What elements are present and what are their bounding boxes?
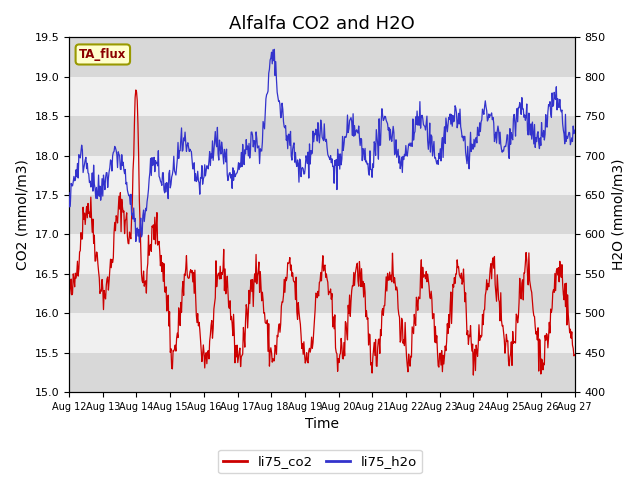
li75_co2 xyxy=(571,352,579,358)
Bar xyxy=(69,195,575,234)
li75_co2 xyxy=(74,273,82,279)
Text: TA_flux: TA_flux xyxy=(79,48,127,61)
X-axis label: Time: Time xyxy=(305,418,339,432)
li75_co2 xyxy=(126,233,134,239)
li75_h2o xyxy=(126,202,134,207)
li75_h2o xyxy=(179,148,186,154)
li75_co2 xyxy=(384,270,392,276)
li75_co2 xyxy=(399,318,406,324)
Bar xyxy=(69,353,575,392)
Y-axis label: H2O (mmol/m3): H2O (mmol/m3) xyxy=(611,159,625,270)
li75_h2o xyxy=(571,127,579,133)
li75_h2o xyxy=(74,175,82,181)
Bar xyxy=(69,313,575,353)
li75_co2 xyxy=(132,87,140,93)
li75_co2 xyxy=(205,356,212,362)
Bar xyxy=(69,37,575,77)
Title: Alfalfa CO2 and H2O: Alfalfa CO2 and H2O xyxy=(229,15,415,33)
Bar xyxy=(69,234,575,274)
Line: li75_co2: li75_co2 xyxy=(69,90,575,375)
Bar xyxy=(69,116,575,156)
Y-axis label: CO2 (mmol/m3): CO2 (mmol/m3) xyxy=(15,159,29,270)
li75_h2o xyxy=(205,158,212,164)
li75_h2o xyxy=(385,127,392,133)
li75_h2o xyxy=(136,240,143,245)
li75_h2o xyxy=(65,190,73,196)
li75_h2o xyxy=(271,47,278,52)
li75_co2 xyxy=(65,284,73,289)
Legend: li75_co2, li75_h2o: li75_co2, li75_h2o xyxy=(218,450,422,473)
Bar xyxy=(69,274,575,313)
Line: li75_h2o: li75_h2o xyxy=(69,49,575,242)
Bar xyxy=(69,156,575,195)
Bar xyxy=(69,77,575,116)
li75_co2 xyxy=(179,288,186,293)
li75_h2o xyxy=(399,154,407,159)
li75_co2 xyxy=(470,372,477,378)
